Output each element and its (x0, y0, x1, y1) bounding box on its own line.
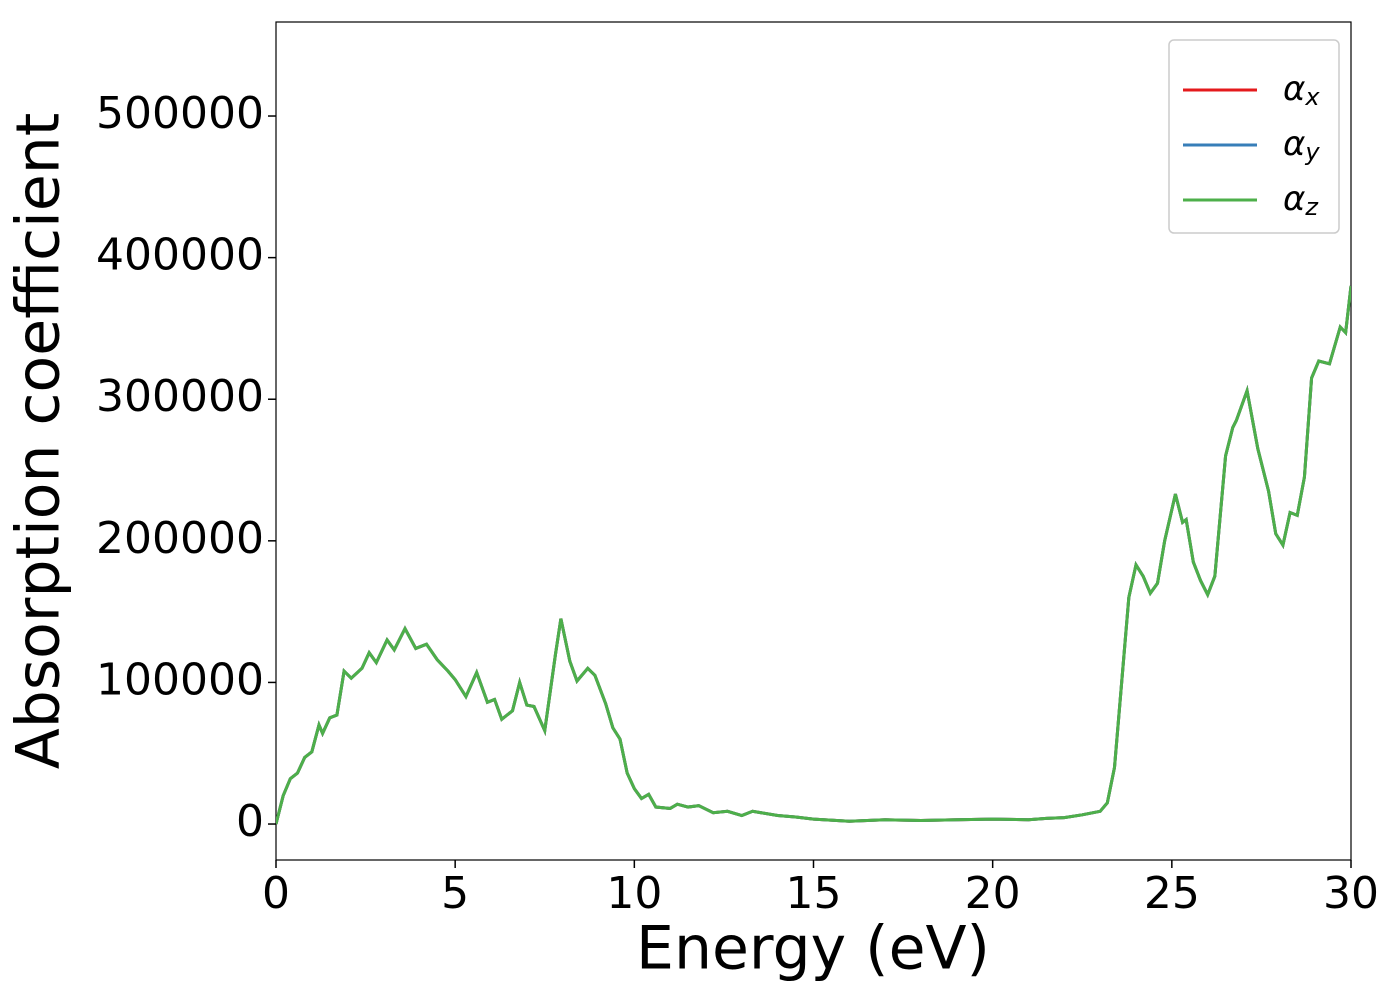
y-tick-label: 0 (236, 796, 264, 847)
series-line (276, 285, 1351, 825)
plot (276, 285, 1351, 825)
x-tick-label: 20 (965, 868, 1021, 919)
legend-box (1168, 39, 1340, 234)
legend-label: αz (1283, 179, 1319, 222)
x-tick-label: 5 (441, 868, 469, 919)
y-axis-label: Absorption coefficient (4, 113, 74, 770)
x-tick-label: 15 (786, 868, 842, 919)
x-tick-label: 25 (1144, 868, 1200, 919)
y-tick-label: 100000 (96, 654, 264, 705)
y-tick-label: 300000 (96, 371, 264, 422)
x-tick-label: 0 (262, 868, 290, 919)
x-axis-label: Energy (eV) (636, 914, 990, 984)
legend-label: αy (1283, 124, 1320, 167)
legend-label: αx (1283, 69, 1320, 112)
series-line (276, 285, 1351, 825)
y-tick-label: 200000 (96, 513, 264, 564)
x-tick-label: 10 (606, 868, 662, 919)
plot-area (275, 21, 1352, 861)
y-tick-label: 400000 (96, 230, 264, 281)
x-tick-label: 30 (1323, 868, 1379, 919)
series-line (276, 285, 1351, 825)
y-tick-label: 500000 (96, 88, 264, 139)
